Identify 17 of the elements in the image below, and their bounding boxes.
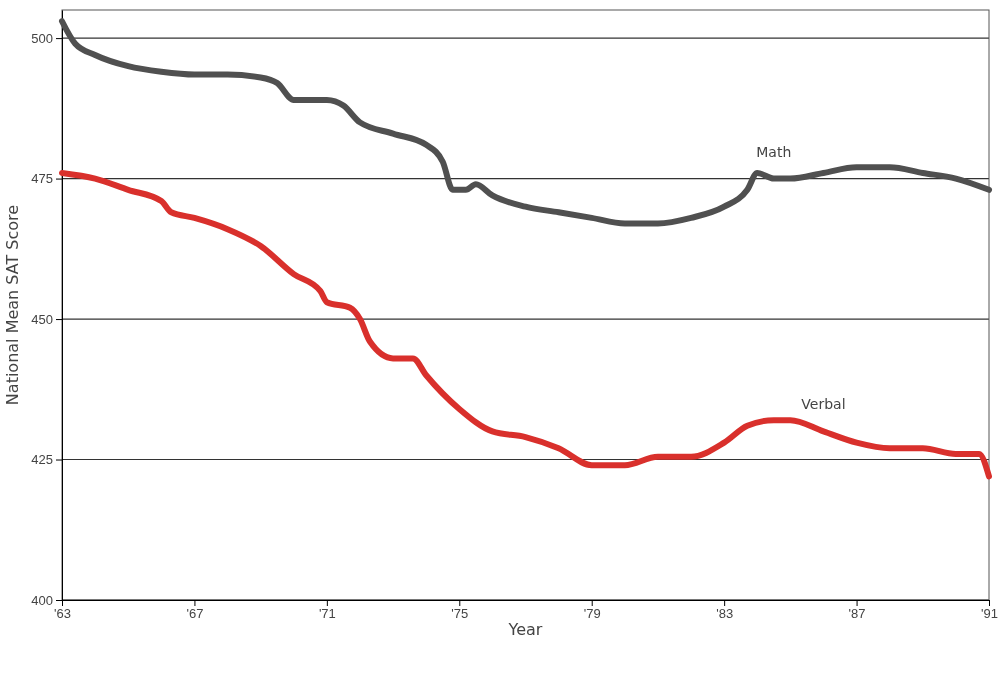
y-tick-label: 475 <box>31 171 53 187</box>
x-tick-label: '91 <box>981 606 998 622</box>
y-tick-label: 425 <box>31 452 53 468</box>
y-axis-title: National Mean SAT Score <box>3 204 22 406</box>
x-tick-label: '79 <box>583 606 601 622</box>
x-tick-label: '87 <box>848 606 866 622</box>
y-tick-label: 500 <box>31 30 53 46</box>
x-tick-label: '75 <box>451 606 469 622</box>
series-label: Verbal <box>801 396 846 413</box>
x-axis-title: Year <box>507 620 543 639</box>
y-tick-label: 450 <box>31 311 53 327</box>
x-tick-label: '63 <box>54 606 71 622</box>
x-tick-label: '67 <box>186 606 204 622</box>
x-tick-label: '83 <box>716 606 734 622</box>
y-tick-label: 400 <box>31 592 53 608</box>
series-label: Math <box>756 143 792 160</box>
x-tick-label: '71 <box>318 606 336 622</box>
